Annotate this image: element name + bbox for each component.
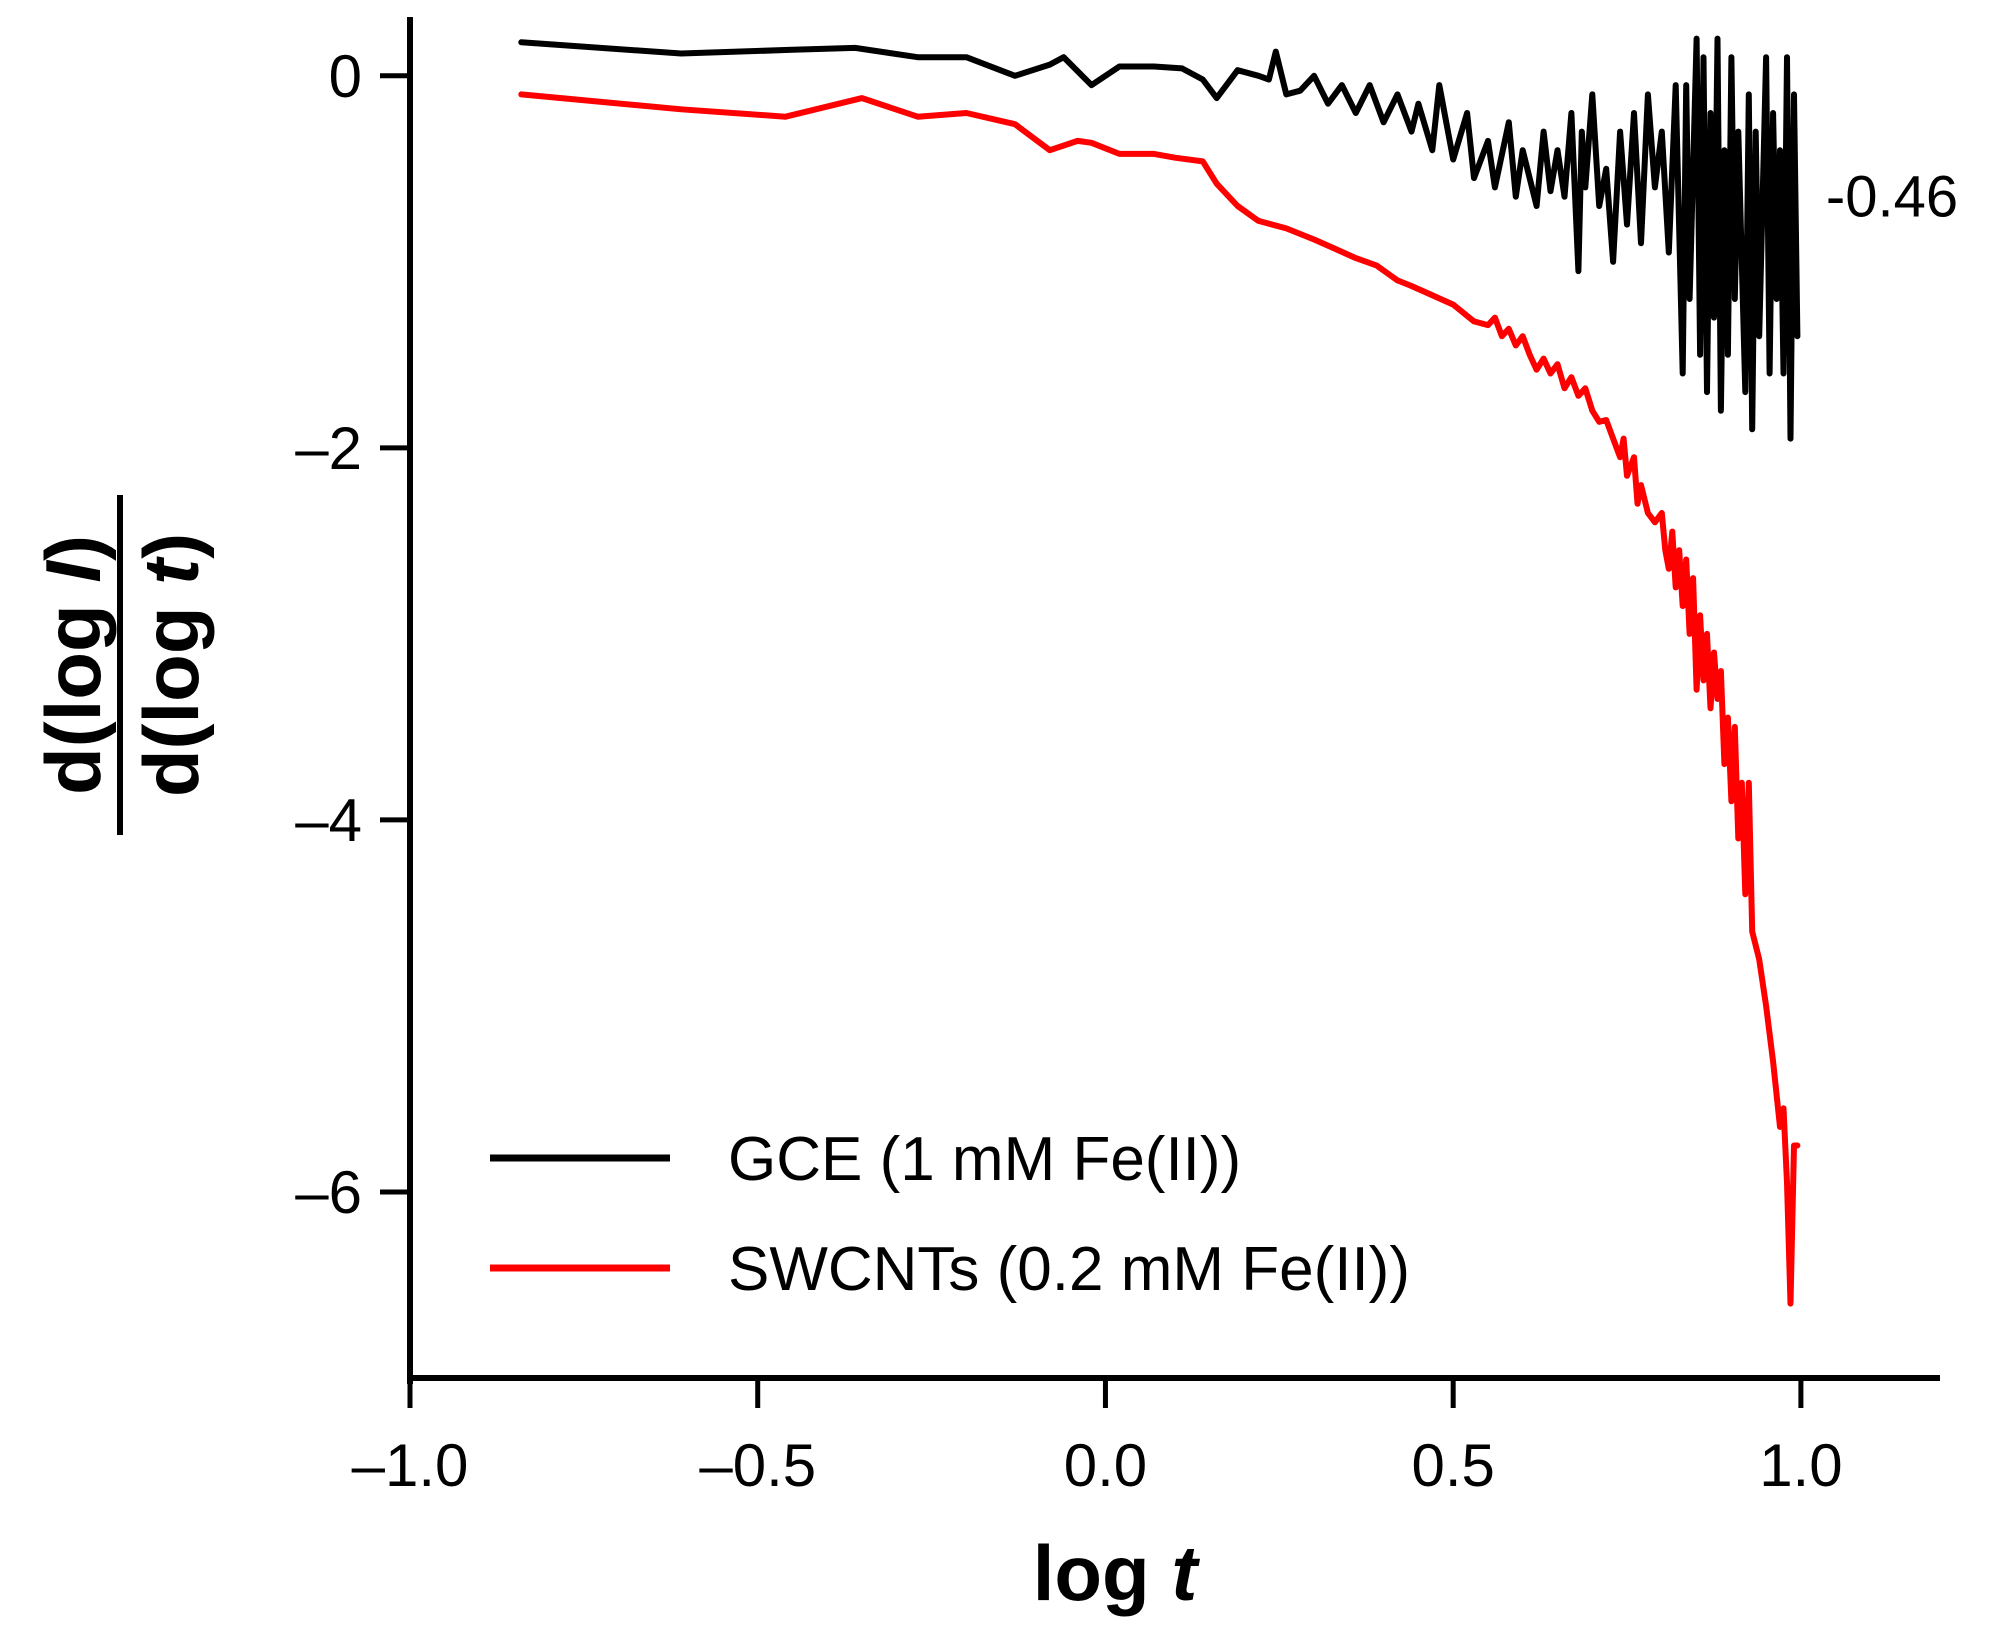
y-num-end: ) xyxy=(29,535,117,561)
y-axis-label-numerator: d(log I) xyxy=(29,535,117,795)
series-layer xyxy=(518,35,1801,1307)
y-tick-label: 0 xyxy=(329,43,362,110)
axis-ticks: –1.0 –0.5 0.0 0.5 1.0 0 –2 –4 –6 xyxy=(295,43,1842,1499)
annotation-label: -0.46 xyxy=(1826,165,1958,230)
x-tick-label: –1.0 xyxy=(352,1432,469,1499)
x-tick-label: 0.0 xyxy=(1064,1432,1147,1499)
series-line-gce xyxy=(518,35,1801,442)
x-axis-label-italic: t xyxy=(1171,1529,1200,1617)
legend-label-swcnts: SWCNTs (0.2 mM Fe(II)) xyxy=(728,1235,1410,1304)
y-tick-label: –4 xyxy=(295,787,362,854)
legend-label-gce: GCE (1 mM Fe(II)) xyxy=(728,1125,1241,1194)
y-tick-label: –2 xyxy=(295,415,362,482)
y-den-italic: t xyxy=(127,556,215,585)
y-num-italic: I xyxy=(29,560,117,583)
x-tick-label: 0.5 xyxy=(1411,1432,1494,1499)
y-den-text: d(log xyxy=(127,585,215,797)
x-axis-label-text: log xyxy=(1033,1529,1150,1617)
y-axis-label-denominator: d(log t) xyxy=(127,533,215,797)
axes xyxy=(407,17,1940,1384)
x-tick-label: 1.0 xyxy=(1759,1432,1842,1499)
x-axis-label: log t xyxy=(1033,1529,1201,1617)
y-tick-label: –6 xyxy=(295,1159,362,1226)
x-tick-label: –0.5 xyxy=(699,1432,816,1499)
y-den-end: ) xyxy=(127,533,215,559)
y-num-text: d(log xyxy=(29,583,117,795)
legend: GCE (1 mM Fe(II)) SWCNTs (0.2 mM Fe(II)) xyxy=(490,1125,1410,1304)
series-line-swcnts xyxy=(518,91,1801,1307)
y-axis-label: d(log I) d(log t) xyxy=(29,495,215,835)
